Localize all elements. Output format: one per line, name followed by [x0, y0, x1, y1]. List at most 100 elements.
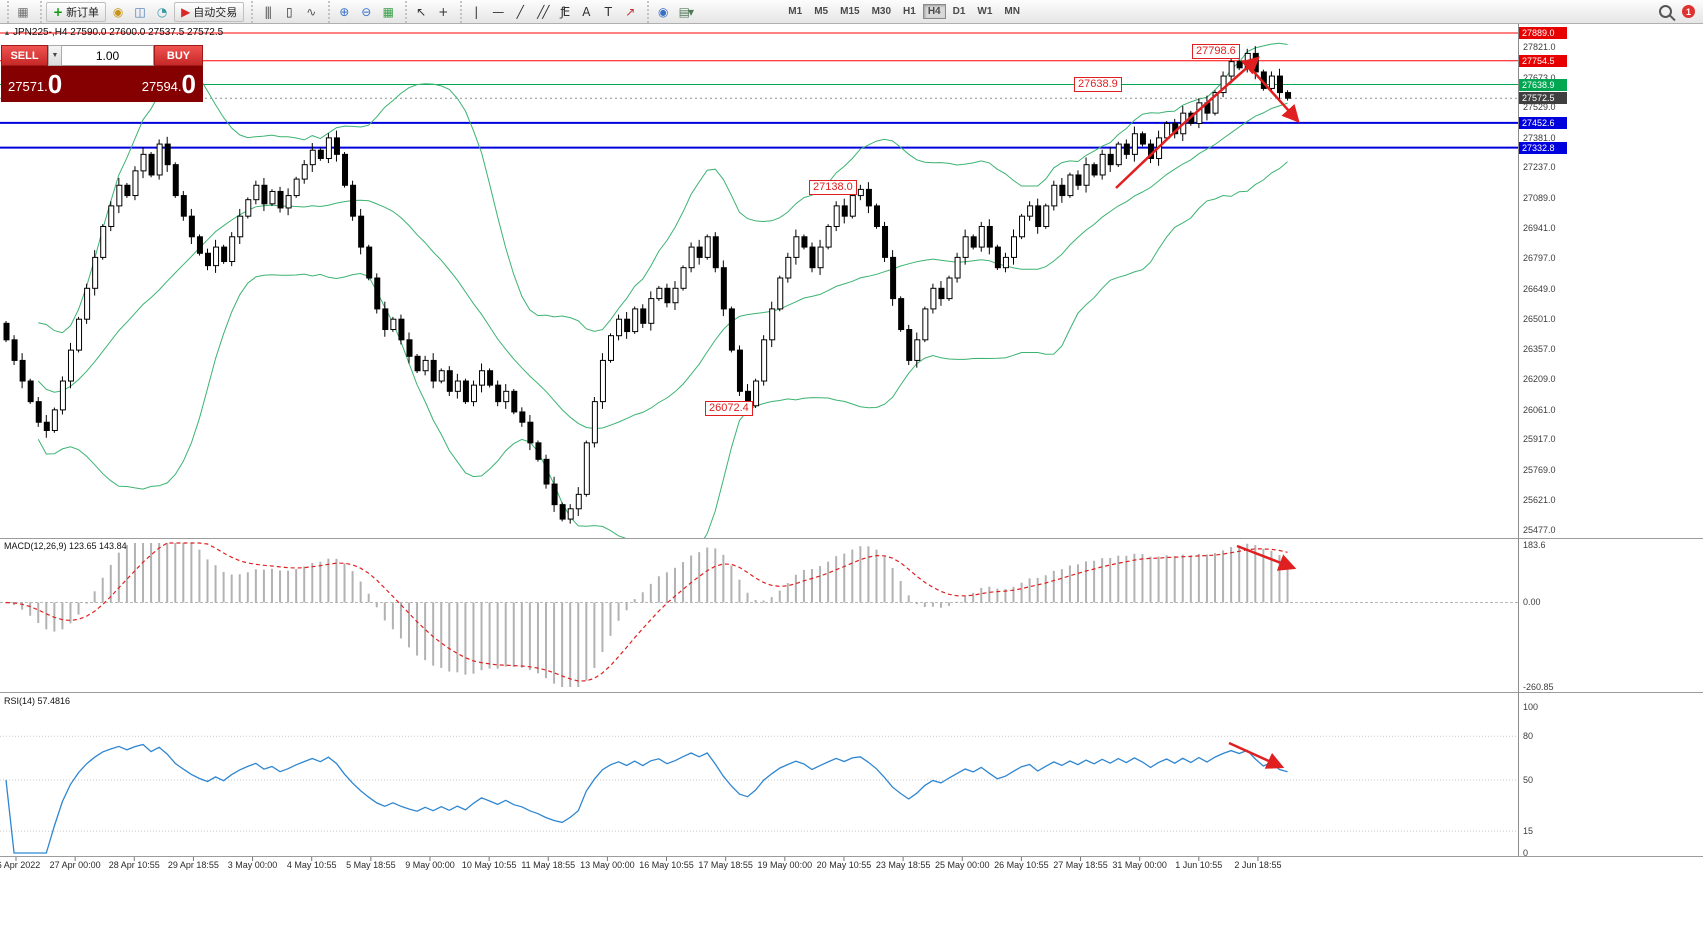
- time-axis-label[interactable]: 16 May 10:55: [639, 860, 694, 870]
- time-axis-label[interactable]: 4 May 10:55: [286, 860, 337, 870]
- timeframe-H1[interactable]: H1: [903, 6, 916, 17]
- time-axis-label[interactable]: 31 May 00:00: [1112, 860, 1167, 870]
- toolbar: ▦ + 新订单 ◉ ◫ ◔ ▶ 自动交易 ||| ▯ ∿ ⊕ ⊖ ▦ ↖ + | — ╱ ╱╱ ƒE A T ↗ ◉ ▤▾ M1 M5…: [0, 0, 1703, 24]
- macd-axis-label: -260.85: [1523, 682, 1554, 692]
- horizontal-line-icon[interactable]: —: [487, 2, 509, 22]
- time-axis-label[interactable]: 2 Jun 18:55: [1234, 860, 1282, 870]
- time-axis-label[interactable]: 28 Apr 10:55: [108, 860, 160, 870]
- timeframe-MN[interactable]: MN: [1004, 6, 1020, 17]
- time-axis-label[interactable]: 27 Apr 00:00: [49, 860, 101, 870]
- timeframe-M15[interactable]: M15: [840, 6, 860, 17]
- price-axis-tick: 25917.0: [1523, 434, 1556, 444]
- macd-down-arrow[interactable]: [1236, 544, 1297, 571]
- price-annotation[interactable]: 27138.0: [809, 180, 857, 195]
- time-axis-label[interactable]: 11 May 18:55: [521, 860, 576, 870]
- price-axis-tick: 27529.0: [1523, 102, 1556, 112]
- vertical-line-icon[interactable]: |: [465, 2, 487, 22]
- toolbar-group-5: | — ╱ ╱╱ ƒE A T ↗: [460, 0, 644, 23]
- toolbar-group-4: ↖ +: [405, 0, 457, 23]
- zoom-in-icon[interactable]: ⊕: [333, 2, 355, 22]
- sell-price[interactable]: 27571. 0: [8, 69, 63, 99]
- price-annotation[interactable]: 26072.4: [705, 401, 753, 416]
- trend-down-arrow[interactable]: [1244, 61, 1300, 123]
- volume-dropdown-icon[interactable]: ▼: [48, 45, 62, 66]
- timeframe-H4[interactable]: H4: [922, 4, 946, 19]
- search-icon[interactable]: [1659, 5, 1672, 18]
- macd-label: MACD(12,26,9) 123.65 143.84: [4, 541, 127, 551]
- time-axis-label[interactable]: 20 May 10:55: [816, 860, 872, 870]
- bid-ask-panel: 27571. 0 27594. 0: [1, 66, 203, 102]
- new-order-button[interactable]: + 新订单: [46, 1, 107, 22]
- time-axis-label[interactable]: 9 May 00:00: [405, 860, 455, 870]
- time-axis-label[interactable]: 13 May 00:00: [580, 860, 635, 870]
- time-axis-label[interactable]: 5 May 18:55: [346, 860, 396, 870]
- toolbar-group-6: ◉ ▤▾: [647, 0, 699, 23]
- price-axis-tick: 25477.0: [1523, 525, 1556, 535]
- timeframe-D1[interactable]: D1: [952, 6, 966, 17]
- arrow-tool-icon[interactable]: ↗: [619, 2, 641, 22]
- time-axis-label[interactable]: 26 Apr 2022: [0, 860, 41, 870]
- toolbar-group-0: ▦: [7, 0, 37, 23]
- indicators-icon[interactable]: ◉: [652, 2, 674, 22]
- price-axis-tick: 26209.0: [1523, 374, 1556, 384]
- symbol-icon: ▴: [5, 28, 10, 37]
- channel-icon[interactable]: ╱╱: [531, 2, 553, 22]
- time-axis-label[interactable]: 26 May 10:55: [994, 860, 1049, 870]
- macd-axis-label: 0.00: [1523, 597, 1541, 607]
- trendline-icon[interactable]: ╱: [509, 2, 531, 22]
- template-icon[interactable]: ▤▾: [674, 2, 696, 22]
- data-window-icon[interactable]: ◫: [129, 2, 151, 22]
- time-axis-label[interactable]: 17 May 18:55: [698, 860, 753, 870]
- price-tag-27452.6: 27452.6: [1519, 117, 1567, 129]
- text-icon[interactable]: A: [575, 2, 597, 22]
- line-chart-icon[interactable]: ∿: [300, 2, 322, 22]
- time-axis-label[interactable]: 3 May 00:00: [227, 860, 278, 870]
- timeframe-W1[interactable]: W1: [977, 6, 993, 17]
- sell-button[interactable]: SELL: [1, 45, 48, 66]
- price-axis-tick: 26501.0: [1523, 314, 1556, 324]
- price-axis-tick: 27381.0: [1523, 133, 1556, 143]
- candlestick-chart-icon[interactable]: ▯: [278, 2, 300, 22]
- macd-layer: [0, 542, 1518, 687]
- price-tag-27889.0: 27889.0: [1519, 27, 1567, 39]
- zoom-out-icon[interactable]: ⊖: [355, 2, 377, 22]
- rsi-axis-label: 0: [1523, 848, 1529, 858]
- price-axis-tick: 25769.0: [1523, 465, 1556, 475]
- volume-input[interactable]: [62, 45, 154, 66]
- timeframe-toolbar: M1 M5 M15 M30 H1 H4 D1 W1 MN: [783, 4, 1025, 19]
- time-axis-label[interactable]: 19 May 00:00: [757, 860, 813, 870]
- price-axis-tick: 25621.0: [1523, 495, 1556, 505]
- time-axis-label[interactable]: 1 Jun 10:55: [1175, 860, 1223, 870]
- rsi-down-arrow[interactable]: [1228, 741, 1285, 769]
- auto-trading-button[interactable]: ▶ 自动交易: [174, 1, 245, 22]
- main-chart-layer: [0, 32, 1518, 538]
- bar-chart-icon[interactable]: |||: [256, 2, 278, 22]
- notification-badge[interactable]: 1: [1682, 5, 1695, 18]
- price-annotation[interactable]: 27798.6: [1192, 44, 1240, 59]
- fibonacci-icon[interactable]: ƒE: [553, 2, 575, 22]
- time-axis-label[interactable]: 23 May 18:55: [875, 860, 931, 870]
- buy-price[interactable]: 27594. 0: [141, 69, 196, 99]
- price-axis-tick: 27089.0: [1523, 193, 1556, 203]
- timeframe-M1[interactable]: M1: [788, 6, 803, 17]
- market-watch-icon[interactable]: ◉: [107, 2, 129, 22]
- rsi-layer: [0, 735, 1518, 854]
- time-axis-label[interactable]: 25 May 00:00: [934, 860, 990, 870]
- timeframe-M5[interactable]: M5: [814, 6, 829, 17]
- buy-button[interactable]: BUY: [154, 45, 203, 66]
- crosshair-icon[interactable]: +: [432, 2, 454, 22]
- timeframe-M30[interactable]: M30: [871, 6, 892, 17]
- macd-axis-label: 183.6: [1523, 540, 1546, 550]
- time-axis-label[interactable]: 27 May 18:55: [1053, 860, 1108, 870]
- time-axis-label[interactable]: 29 Apr 18:55: [167, 860, 219, 870]
- label-icon[interactable]: T: [597, 2, 619, 22]
- price-axis-tick: 26061.0: [1523, 405, 1556, 415]
- chart-window-icon[interactable]: ▦: [12, 2, 34, 22]
- time-axis-label[interactable]: 10 May 10:55: [461, 860, 517, 870]
- tile-windows-icon[interactable]: ▦: [377, 2, 399, 22]
- price-annotation[interactable]: 27638.9: [1074, 77, 1122, 92]
- cursor-icon[interactable]: ↖: [410, 2, 432, 22]
- trend-up-arrow[interactable]: [1115, 56, 1260, 189]
- strategy-tester-icon[interactable]: ◔: [151, 2, 173, 22]
